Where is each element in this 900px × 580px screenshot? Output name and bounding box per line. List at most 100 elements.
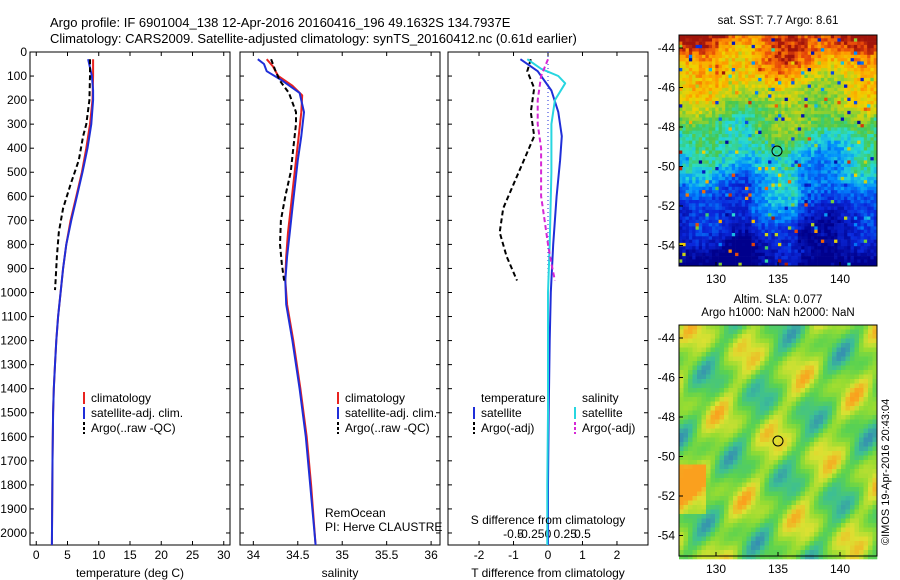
sst-cell: [705, 203, 709, 207]
sla-cell: [863, 334, 869, 339]
sst-cell: [731, 127, 736, 131]
sst-cell: [804, 176, 808, 181]
sst-cell: [781, 120, 785, 125]
sst-cell: [863, 190, 868, 194]
sla-cell: [836, 356, 842, 362]
sst-cell: [863, 157, 868, 161]
sst-cell: [679, 236, 683, 240]
sst-cell: [731, 110, 736, 115]
sst-cell: [688, 101, 693, 105]
sst-cell: [682, 167, 686, 171]
sst-cell: [754, 101, 759, 105]
sst-cell: [728, 262, 733, 267]
sst-cell: [695, 246, 700, 250]
sla-cell: [809, 356, 815, 362]
sla-cell: [715, 329, 720, 335]
sst-cell: [824, 61, 828, 65]
sst-cell: [708, 229, 713, 234]
sst-cell: [784, 203, 789, 207]
sst-cell: [738, 38, 742, 42]
sst-cell: [794, 216, 799, 221]
sst-cell: [685, 160, 690, 164]
sst-cell: [791, 94, 795, 98]
sst-cell: [758, 110, 762, 115]
sst-cell: [688, 160, 693, 164]
sst-cell: [814, 150, 818, 155]
sst-cell: [708, 81, 713, 85]
sst-cell: [738, 58, 742, 62]
sst-cell: [688, 140, 693, 145]
sst-cell: [705, 150, 709, 155]
sst-cell: [857, 51, 861, 56]
sst-cell: [824, 239, 828, 244]
sla-cell: [823, 370, 828, 375]
sst-cell: [830, 94, 835, 98]
sst-cell: [768, 173, 772, 178]
sst-cell: [741, 216, 746, 221]
sst-cell: [860, 74, 865, 79]
sst-cell: [791, 226, 795, 230]
sst-cell: [837, 186, 841, 191]
sst-cell: [712, 252, 716, 257]
sst-cell: [702, 143, 706, 148]
sst-cell: [867, 137, 871, 141]
sst-cell: [771, 186, 775, 191]
sst-cell: [814, 147, 818, 151]
sst-cell: [814, 160, 818, 164]
sla-cell: [814, 374, 819, 380]
sst-cell: [817, 223, 822, 227]
sst-cell: [728, 196, 733, 201]
sst-cell: [758, 246, 762, 250]
sst-cell: [804, 206, 808, 211]
sst-cell: [735, 58, 739, 62]
sst-cell: [784, 44, 789, 49]
sst-cell: [827, 51, 832, 56]
sla-cell: [850, 370, 855, 375]
sst-cell: [817, 58, 822, 62]
sst-cell: [830, 107, 835, 112]
sst-cell: [860, 134, 865, 138]
sst-cell: [873, 206, 878, 211]
sst-cell: [860, 77, 865, 82]
sst-cell: [787, 114, 792, 118]
sst-cell: [715, 134, 719, 138]
sla-cell: [782, 370, 788, 375]
sla-cell: [805, 329, 810, 335]
sst-cell: [715, 150, 719, 155]
sst-cell: [844, 213, 848, 217]
sst-cell: [774, 226, 779, 230]
sst-cell: [748, 246, 752, 250]
sst-cell: [754, 239, 759, 244]
sst-cell: [801, 163, 805, 168]
sst-cell: [840, 58, 845, 62]
sst-cell: [715, 71, 719, 75]
sst-cell: [863, 91, 868, 95]
sst-cell: [781, 104, 785, 108]
sst-cell: [688, 223, 693, 227]
sst-cell: [787, 71, 792, 75]
sst-cell: [764, 176, 769, 181]
sst-cell: [708, 68, 713, 72]
sst-cell: [850, 44, 855, 49]
sst-cell: [774, 110, 779, 115]
sst-cell: [830, 226, 835, 230]
sla-cell: [755, 329, 761, 335]
sst-cell: [728, 246, 733, 250]
sla-cell: [854, 329, 860, 335]
sst-cell: [817, 157, 822, 161]
sst-cell: [840, 35, 845, 39]
y-tick-label: 700: [7, 213, 27, 227]
sst-cell: [695, 203, 700, 207]
sst-cell: [794, 68, 799, 72]
sst-cell: [860, 58, 865, 62]
sst-cell: [781, 137, 785, 141]
sst-cell: [794, 223, 799, 227]
sst-cell: [863, 35, 868, 39]
sst-cell: [840, 91, 845, 95]
sst-cell: [735, 87, 739, 92]
sst-cell: [754, 173, 759, 178]
sst-cell: [751, 183, 756, 188]
sst-cell: [820, 35, 825, 39]
sst-cell: [735, 167, 739, 171]
sst-cell: [870, 150, 874, 155]
